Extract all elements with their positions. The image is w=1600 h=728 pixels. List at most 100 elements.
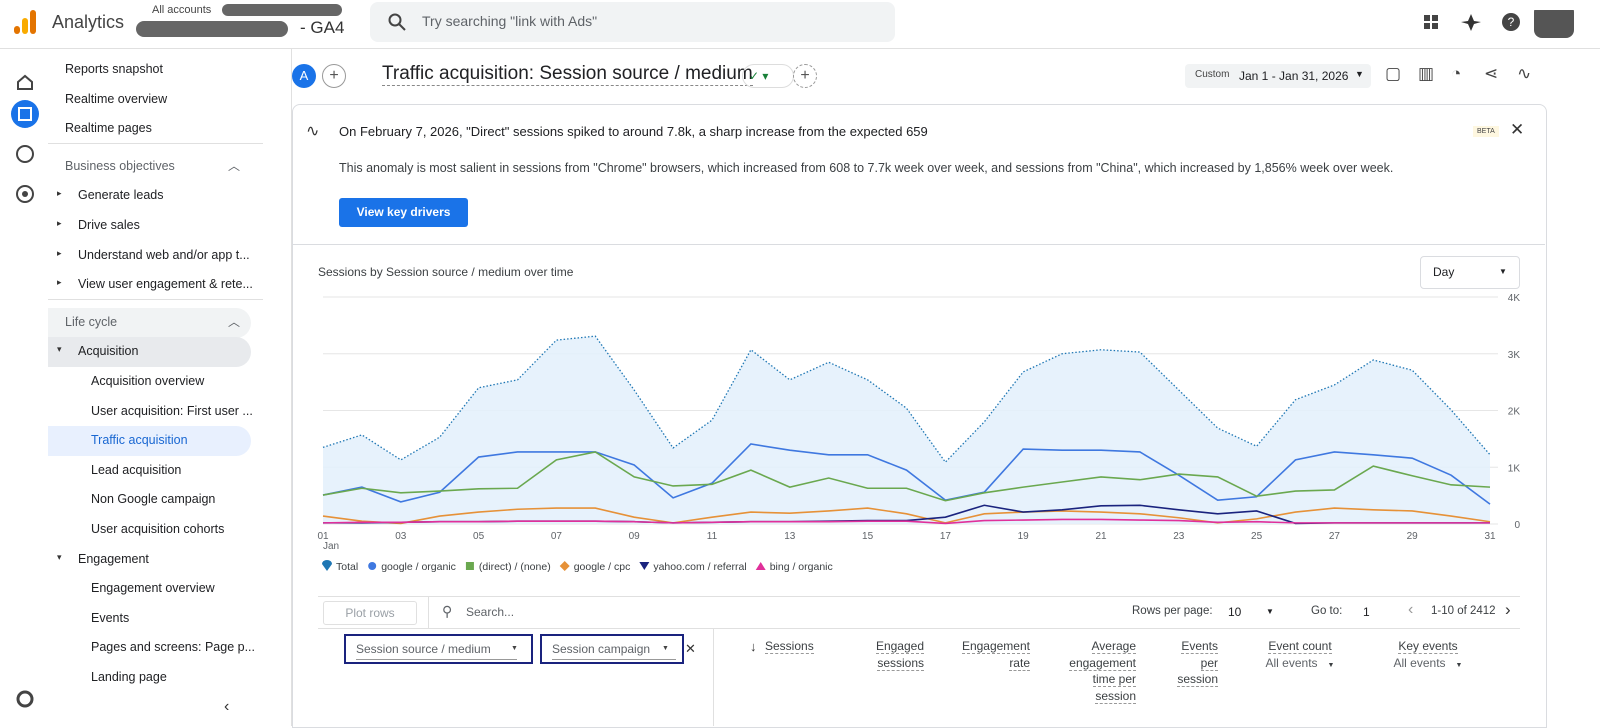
date-picker[interactable]: Custom Jan 1 - Jan 31, 2026 ▼: [1185, 64, 1371, 88]
goto-value[interactable]: 1: [1363, 605, 1370, 619]
column-sublabel[interactable]: All events: [1393, 655, 1446, 670]
nav-item[interactable]: View user engagement & rete...: [78, 277, 253, 292]
legend-label: yahoo.com / referral: [653, 561, 746, 573]
nav-item[interactable]: Pages and screens: Page p...: [91, 640, 255, 655]
nav-item[interactable]: Generate leads: [78, 188, 164, 203]
next-page[interactable]: ›: [1505, 600, 1511, 619]
avatar[interactable]: A: [292, 64, 316, 88]
column-header[interactable]: Events per session: [1168, 638, 1218, 688]
nav-item[interactable]: Engagement overview: [91, 581, 215, 596]
dropdown-arrow: ▼: [1499, 267, 1507, 276]
nav-item[interactable]: Engagement: [78, 551, 149, 566]
y-tick-label: 2K: [1508, 407, 1521, 418]
legend-marker: [465, 562, 474, 570]
nav-item[interactable]: Acquisition overview: [91, 374, 205, 388]
divider: [318, 628, 1520, 629]
collapse-icon: ︿: [228, 158, 241, 173]
redacted: [222, 4, 342, 16]
close-button[interactable]: ✕: [1510, 120, 1525, 139]
search-icon: [388, 13, 406, 31]
column-header[interactable]: Key events All events ▼: [1380, 638, 1476, 674]
x-tick-label: 03: [395, 531, 407, 542]
table-search[interactable]: Search...: [466, 605, 515, 619]
column-label[interactable]: Sessions: [765, 639, 814, 654]
column-label[interactable]: Events per session: [1177, 639, 1218, 687]
nav-item[interactable]: Understand web and/or app t...: [78, 247, 250, 262]
legend-marker: [322, 560, 332, 571]
toolbar-icon[interactable]: ⋖: [1484, 64, 1499, 83]
legend-label: Total: [336, 561, 358, 573]
svg-text:?: ?: [1508, 15, 1515, 29]
nav-item[interactable]: Acquisition: [78, 344, 139, 359]
status-chip[interactable]: ✓ ▾: [742, 64, 794, 88]
logo: [14, 10, 36, 34]
x-sublabel: Jan: [323, 541, 339, 552]
column-header[interactable]: Average engagement time per session: [1056, 638, 1136, 704]
toolbar-icon[interactable]: ∿: [1517, 64, 1532, 83]
x-tick-label: 21: [1095, 531, 1107, 542]
goto-label: Go to:: [1311, 605, 1343, 617]
active-bg: [48, 426, 251, 457]
nav-item[interactable]: Non Google campaign: [91, 492, 216, 507]
nav-item[interactable]: Events: [91, 610, 130, 625]
dimension-selector[interactable]: Session source / medium ▼: [344, 634, 533, 664]
y-tick-label: 4K: [1508, 293, 1521, 304]
nav-item[interactable]: Drive sales: [78, 218, 140, 232]
nav-item[interactable]: User acquisition: First user ...: [91, 403, 253, 418]
series-line: [322, 507, 1491, 525]
sort-arrow: ↓: [750, 639, 757, 654]
column-header[interactable]: Engaged sessions: [864, 638, 924, 671]
collapse-sidebar[interactable]: ‹: [224, 698, 230, 715]
toolbar-icon[interactable]: ▥: [1418, 64, 1435, 83]
prev-page[interactable]: ‹: [1408, 601, 1414, 618]
legend-label: bing / organic: [770, 561, 833, 573]
column-label[interactable]: Engaged sessions: [875, 639, 924, 671]
divider: [293, 244, 1545, 245]
series-line: [322, 335, 1491, 464]
add-button[interactable]: +: [793, 64, 817, 88]
granularity-select[interactable]: Day ▼: [1420, 256, 1520, 289]
legend-marker: [559, 561, 570, 571]
section-title[interactable]: Business objectives: [65, 158, 175, 173]
add-button[interactable]: +: [322, 64, 346, 88]
series-line: [322, 451, 1491, 502]
remove-dimension[interactable]: ✕: [685, 641, 696, 656]
expand-arrow: ▸: [57, 247, 62, 258]
product-name: Analytics: [52, 12, 125, 32]
chart: 0 1K 2K 3K 4K 01 03 05 07 09 11 13 15 17 19 21 23 25 27 29 3…: [317, 293, 1521, 573]
legend-label: google / cpc: [574, 561, 631, 573]
search-box[interactable]: [370, 2, 895, 42]
property-name[interactable]: - GA4: [300, 18, 345, 37]
nav-item[interactable]: Realtime overview: [65, 91, 168, 106]
column-label[interactable]: Average engagement time per session: [1069, 639, 1136, 704]
dimension-selector[interactable]: Session campaign ▼: [540, 634, 684, 664]
y-tick-label: 1K: [1508, 463, 1521, 474]
nav-item[interactable]: Traffic acquisition: [91, 433, 188, 448]
column-label[interactable]: Engagement rate: [961, 639, 1030, 671]
x-tick-label: 09: [629, 531, 641, 542]
expand-arrow: ▸: [57, 188, 62, 199]
x-tick-label: 29: [1407, 531, 1419, 542]
toolbar-icon[interactable]: ▢: [1385, 64, 1402, 83]
nav-item[interactable]: Reports snapshot: [65, 62, 163, 76]
column-sublabel[interactable]: All events: [1265, 655, 1318, 670]
search-placeholder: Try searching "link with Ads": [422, 13, 598, 29]
column-label[interactable]: Event count: [1268, 639, 1332, 654]
column-header[interactable]: Engagement rate: [950, 638, 1030, 671]
breadcrumb[interactable]: All accounts: [152, 4, 212, 16]
column-header[interactable]: Event count All events ▼: [1252, 638, 1348, 674]
column-header[interactable]: Sessions: [765, 638, 825, 655]
plot-rows-button[interactable]: Plot rows: [323, 601, 417, 625]
toolbar-icon[interactable]: ◔: [1451, 64, 1462, 83]
nav-item[interactable]: Realtime pages: [65, 121, 152, 136]
nav-item[interactable]: User acquisition cohorts: [91, 522, 225, 536]
legend-label: (direct) / (none): [479, 561, 551, 573]
column-label[interactable]: Key events: [1398, 639, 1458, 654]
rows-per-page-value[interactable]: 10: [1228, 605, 1242, 619]
nav-item[interactable]: Landing page: [91, 670, 167, 684]
section-title[interactable]: Life cycle: [65, 314, 118, 329]
expand-arrow: ▸: [57, 277, 62, 288]
primary-button[interactable]: View key drivers: [339, 198, 468, 227]
nav-item[interactable]: Lead acquisition: [91, 462, 182, 477]
y-tick-label: 0: [1514, 520, 1520, 531]
